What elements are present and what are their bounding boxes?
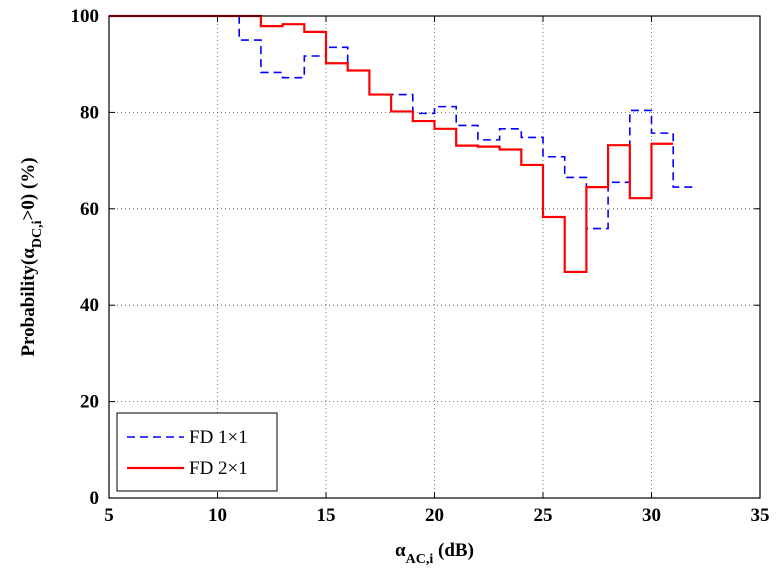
- grid: [109, 16, 760, 498]
- ticks: [108, 15, 761, 499]
- y-tick-label: 0: [90, 488, 100, 509]
- x-tick-label: 15: [317, 505, 336, 526]
- series-line-0: [109, 15, 695, 230]
- series-layer: [109, 14, 695, 274]
- y-tick-label: 60: [80, 199, 99, 220]
- legend-label-fd-1x1: FD 1×1: [189, 427, 248, 448]
- x-tick-label: 25: [534, 505, 553, 526]
- y-tick-label: 100: [71, 6, 100, 27]
- y-axis-title-symbol: α: [18, 248, 39, 259]
- y-axis-title: Probability(αDC,i>0) (%): [18, 157, 45, 356]
- tick-labels: 5 10 15 20 25 30 35 0 20 40 60 80 100: [71, 6, 770, 526]
- y-tick-label: 40: [80, 295, 99, 316]
- y-tick-label: 80: [80, 102, 99, 123]
- series-line-1: [109, 14, 674, 274]
- legend-label-fd-2x1: FD 2×1: [189, 458, 248, 479]
- legend: FD 1×1 FD 2×1: [116, 412, 278, 492]
- x-axis-title-subscript: AC,i: [406, 552, 434, 567]
- x-tick-label: 5: [104, 505, 114, 526]
- x-axis-title: αAC,i (dB): [395, 540, 474, 567]
- y-tick-label: 20: [80, 392, 99, 413]
- x-tick-label: 20: [425, 505, 444, 526]
- y-axis-title-subscript: DC,i: [30, 220, 45, 248]
- legend-box: [116, 412, 278, 492]
- x-tick-label: 10: [208, 505, 227, 526]
- x-tick-label: 30: [642, 505, 661, 526]
- y-axis-title-prefix: Probability(: [18, 259, 39, 357]
- y-axis-title-suffix: >0) (%): [18, 157, 39, 220]
- x-tick-label: 35: [751, 505, 770, 526]
- x-axis-title-symbol: α: [395, 540, 406, 561]
- x-axis-title-unit: (dB): [433, 540, 474, 561]
